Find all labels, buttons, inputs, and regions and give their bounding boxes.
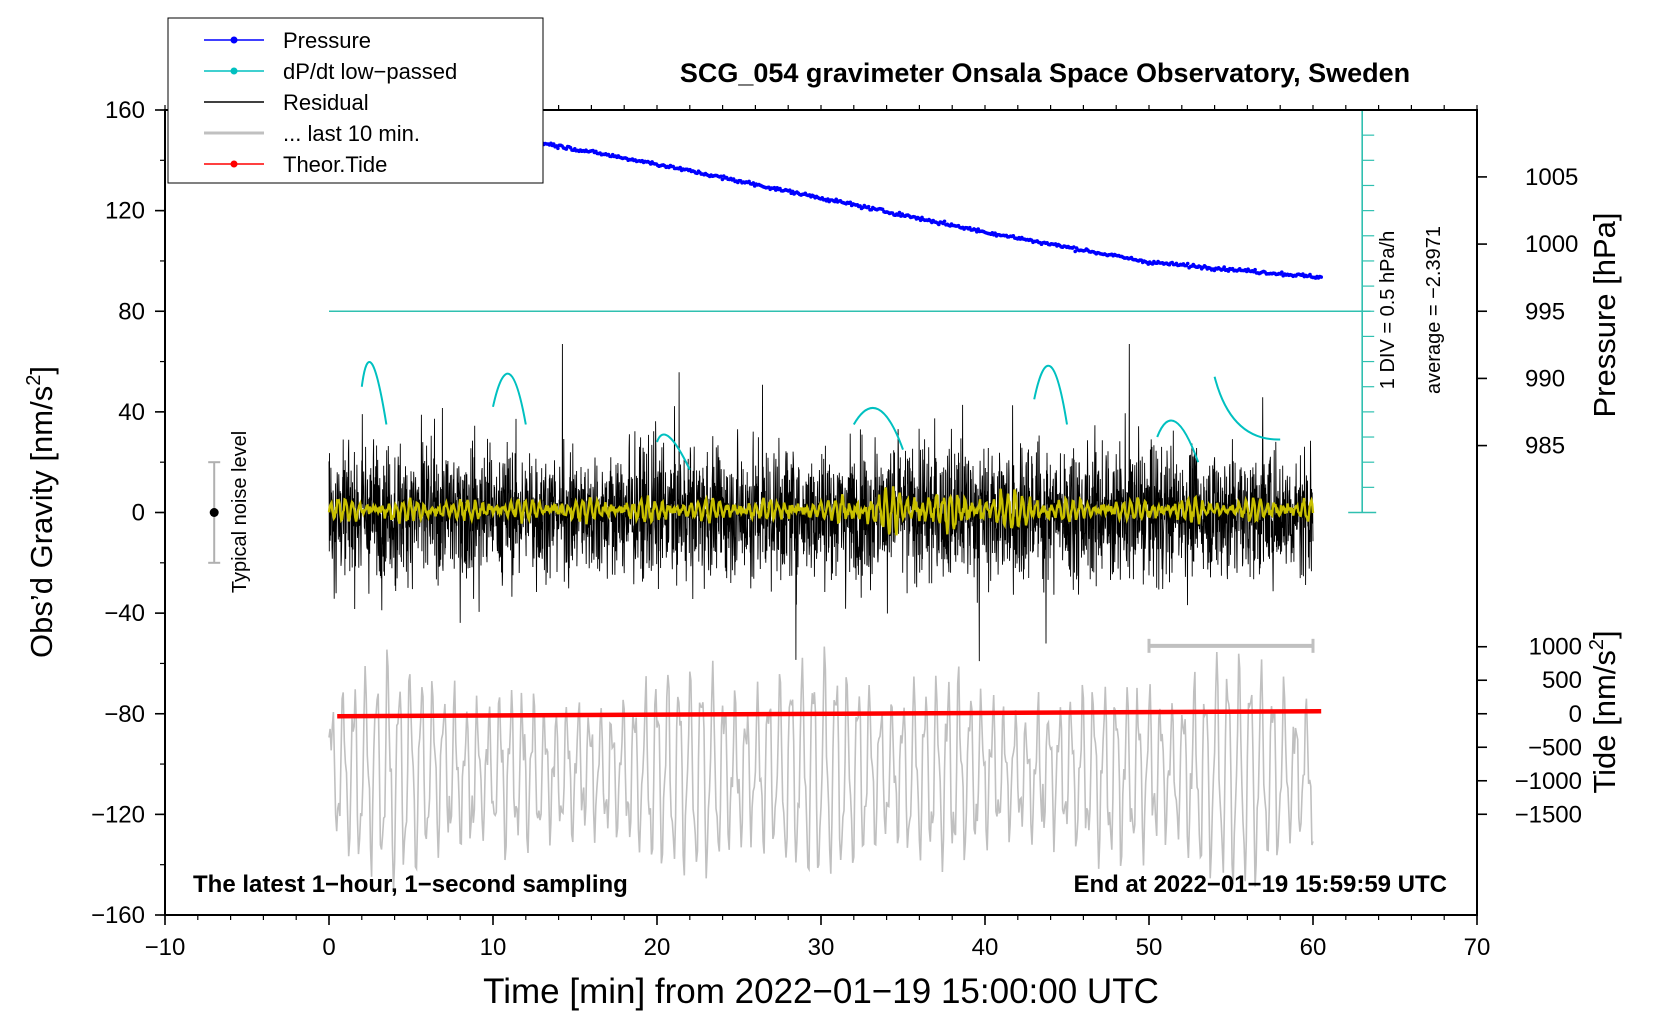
- legend-label: dP/dt low−passed: [283, 59, 457, 84]
- x-tick-label: 10: [480, 934, 507, 961]
- y-tick-label: 40: [118, 399, 145, 426]
- pressure-point: [848, 200, 853, 205]
- y-tick-label: 120: [105, 198, 145, 225]
- legend-label: Residual: [283, 90, 369, 115]
- pressure-point: [1319, 275, 1323, 279]
- pressure-point: [866, 204, 871, 209]
- tide-tick-label: −1000: [1515, 768, 1582, 795]
- pressure-point: [1253, 267, 1257, 272]
- y-tick-label: −40: [104, 600, 145, 627]
- pressure-point: [720, 177, 725, 182]
- last-10-min-line: [328, 646, 1314, 891]
- residual-lowpass-line: [327, 486, 1315, 536]
- pressure-point: [719, 174, 723, 179]
- annotation-right: End at 2022−01−19 15:59:59 UTC: [1073, 871, 1447, 898]
- x-axis-label: Time [min] from 2022−01−19 15:00:00 UTC: [483, 972, 1159, 1011]
- legend-label: ... last 10 min.: [283, 121, 420, 146]
- dpdt-avg-label: average = −2.3971: [1423, 226, 1445, 394]
- pressure-tick-label: 1000: [1525, 231, 1578, 258]
- y-tick-label: −80: [104, 701, 145, 728]
- legend-label: Theor.Tide: [283, 152, 387, 177]
- tide-tick-label: −500: [1528, 734, 1582, 761]
- pressure-point: [678, 165, 682, 170]
- y-tick-label: −120: [91, 801, 145, 828]
- pressure-point: [788, 188, 792, 192]
- tide-tick-label: 1000: [1529, 634, 1582, 661]
- pressure-point: [975, 230, 979, 234]
- pressure-point: [556, 146, 560, 151]
- pressure-point: [1073, 249, 1077, 254]
- y-axis-label-pressure: Pressure [hPa]: [1587, 212, 1622, 417]
- x-tick-label: 0: [322, 934, 335, 961]
- x-tick-label: 40: [972, 934, 999, 961]
- dpdt-lowpass-line: [360, 361, 1281, 471]
- pressure-point: [1280, 270, 1284, 275]
- chart-title: SCG_054 gravimeter Onsala Space Observat…: [680, 58, 1410, 88]
- x-tick-label: 60: [1300, 934, 1327, 961]
- y-tick-label: 80: [118, 298, 145, 325]
- pressure-tick-label: 990: [1525, 365, 1565, 392]
- x-tick-label: 30: [808, 934, 835, 961]
- pressure-point: [918, 218, 923, 223]
- y-tick-label: 160: [105, 97, 145, 124]
- y-axis-label-tide: Tide [nm/s2]: [1586, 630, 1622, 793]
- pressure-point: [942, 219, 947, 224]
- theor-tide-line: [337, 708, 1322, 719]
- x-tick-label: 50: [1136, 934, 1163, 961]
- legend-marker: [230, 160, 238, 168]
- pressure-tick-label: 995: [1525, 298, 1565, 325]
- pressure-tick-label: 985: [1525, 433, 1565, 460]
- x-tick-label: −10: [145, 934, 186, 961]
- pressure-tick-label: 1005: [1525, 164, 1578, 191]
- pressure-point: [1185, 261, 1190, 266]
- tide-tick-label: 0: [1569, 701, 1582, 728]
- pressure-point: [1222, 265, 1226, 269]
- tide-tick-label: −1500: [1515, 801, 1582, 828]
- legend-marker: [230, 67, 238, 75]
- y-tick-label: 0: [132, 500, 145, 527]
- pressure-point: [993, 231, 997, 235]
- legend-marker: [230, 36, 238, 44]
- y-axis-label-left: Obs’d Gravity [nm/s2]: [23, 366, 59, 658]
- dpdt-div-label: 1 DIV = 0.5 hPa/h: [1377, 231, 1399, 389]
- pressure-point: [897, 210, 902, 215]
- tide-tick-label: 500: [1542, 667, 1582, 694]
- pressure-point: [751, 181, 756, 185]
- annotation-left: The latest 1−hour, 1−second sampling: [193, 871, 628, 898]
- legend-box: [167, 17, 544, 184]
- noise-level-label: Typical noise level: [229, 431, 251, 593]
- legend-label: Pressure: [283, 28, 371, 53]
- legend: Pressure dP/dt low−passed Residual ... last…: [167, 17, 544, 184]
- x-tick-label: 20: [644, 934, 671, 961]
- y-tick-label: −160: [91, 902, 145, 929]
- pressure-point: [1072, 245, 1076, 249]
- noise-level-point: [209, 508, 219, 517]
- x-tick-label: 70: [1464, 934, 1491, 961]
